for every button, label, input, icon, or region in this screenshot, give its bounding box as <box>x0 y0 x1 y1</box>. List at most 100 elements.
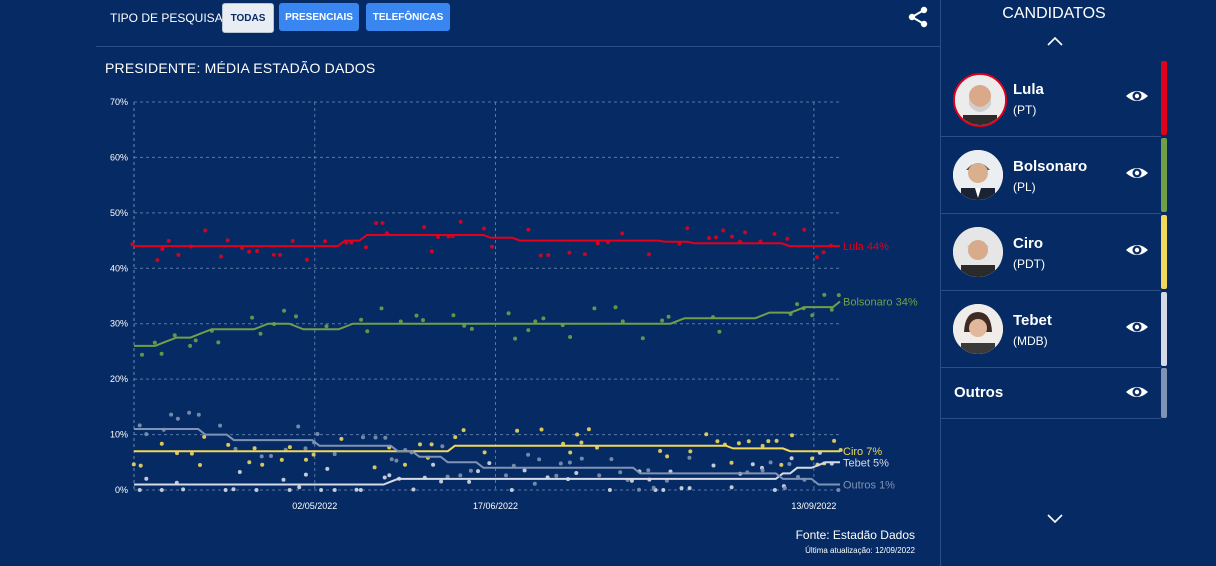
poll-point <box>237 470 242 474</box>
poll-point <box>579 440 584 445</box>
poll-point <box>526 452 531 457</box>
poll-point <box>189 451 194 456</box>
poll-point <box>609 457 614 462</box>
poll-point <box>359 317 364 322</box>
poll-point <box>558 461 563 466</box>
series-line-outros <box>134 428 840 486</box>
poll-point <box>687 455 692 460</box>
candidate-name: Tebet <box>1013 312 1052 329</box>
poll-point <box>787 462 792 466</box>
poll-point <box>247 460 252 465</box>
poll-point <box>772 232 777 236</box>
poll-point <box>522 468 527 473</box>
poll-point <box>533 319 538 324</box>
poll-point <box>618 470 623 475</box>
poll-point <box>389 457 394 462</box>
poll-point <box>282 308 287 313</box>
poll-point <box>640 336 645 341</box>
poll-point <box>372 465 377 470</box>
filter-presenciais-button[interactable]: PRESENCIAIS <box>279 3 359 31</box>
poll-point <box>509 488 514 492</box>
poll-point <box>774 438 779 443</box>
poll-point <box>290 239 295 243</box>
poll-point <box>546 253 551 258</box>
bolsonaro-avatar <box>953 150 1003 200</box>
share-icon[interactable] <box>906 5 930 29</box>
poll-point <box>383 435 388 440</box>
poll-point <box>172 333 177 338</box>
poll-point <box>259 454 264 459</box>
candidate-name: Bolsonaro <box>1013 158 1088 175</box>
poll-point <box>231 487 236 492</box>
series-line-tebet <box>134 461 840 486</box>
poll-point <box>582 252 587 257</box>
eye-icon[interactable] <box>1125 382 1149 402</box>
series-end-label: Bolsonaro 34% <box>843 297 918 309</box>
series-end-label: Tebet 5% <box>843 457 889 469</box>
poll-point <box>339 436 344 441</box>
filter-telefonicas-button[interactable]: TELEFÔNICAS <box>366 3 450 31</box>
poll-point <box>260 462 265 467</box>
poll-point <box>196 412 201 417</box>
poll-point <box>574 471 579 475</box>
poll-point <box>487 461 492 466</box>
poll-point <box>482 450 487 455</box>
lula-avatar <box>953 73 1007 127</box>
chevron-up-icon[interactable] <box>1045 35 1065 47</box>
polling-chart: 0% 10% 20% 30% 40% 50% 60% 70% 02/05/2022 17/06/2… <box>110 97 918 511</box>
poll-point <box>730 234 734 239</box>
poll-point <box>575 432 580 437</box>
poll-point <box>140 352 144 357</box>
poll-point <box>660 318 665 323</box>
poll-point <box>768 460 773 465</box>
candidate-color-bar <box>1161 138 1167 212</box>
poll-point <box>685 226 690 231</box>
eye-icon[interactable] <box>1125 317 1149 337</box>
y-tick-label: 20% <box>110 374 128 384</box>
poll-point <box>159 441 164 446</box>
candidate-ciro[interactable]: Ciro (PDT) <box>941 214 1167 291</box>
filter-todas-button[interactable]: TODAS <box>222 3 274 33</box>
poll-point <box>247 249 252 254</box>
chevron-down-icon[interactable] <box>1045 512 1065 524</box>
poll-point <box>714 235 719 240</box>
poll-point <box>568 450 573 455</box>
poll-point <box>721 228 726 233</box>
poll-point <box>319 488 324 492</box>
poll-point <box>429 249 434 254</box>
poll-point <box>513 336 518 341</box>
poll-point <box>469 326 474 331</box>
series-end-label: Outros 1% <box>843 479 895 491</box>
poll-point <box>380 221 385 225</box>
poll-point <box>821 250 826 255</box>
candidate-lula[interactable]: Lula (PT) <box>941 60 1167 137</box>
poll-point <box>332 488 337 492</box>
poll-point <box>269 454 273 458</box>
source-text: Fonte: Estadão Dados <box>795 528 915 542</box>
poll-point <box>233 446 238 451</box>
poll-point <box>607 488 612 492</box>
y-tick-label: 30% <box>110 319 128 329</box>
poll-point <box>506 311 511 316</box>
poll-point <box>176 252 181 257</box>
y-tick-label: 70% <box>110 97 128 107</box>
poll-point <box>311 452 316 457</box>
poll-point <box>155 258 160 263</box>
poll-point <box>836 488 841 492</box>
poll-point <box>829 307 834 312</box>
poll-point <box>287 445 292 450</box>
eye-icon[interactable] <box>1125 86 1149 106</box>
poll-point <box>169 412 174 417</box>
poll-point <box>467 479 472 484</box>
candidate-bolsonaro[interactable]: Bolsonaro (PL) <box>941 137 1167 214</box>
candidate-tebet[interactable]: Tebet (MDB) <box>941 291 1167 368</box>
poll-point <box>324 324 329 329</box>
eye-icon[interactable] <box>1125 163 1149 183</box>
poll-point <box>379 306 384 311</box>
poll-point <box>387 473 392 478</box>
poll-point <box>278 252 282 257</box>
candidate-outros[interactable]: Outros <box>941 368 1167 419</box>
poll-point <box>421 318 425 323</box>
eye-icon[interactable] <box>1125 240 1149 260</box>
candidate-color-bar <box>1161 61 1167 135</box>
